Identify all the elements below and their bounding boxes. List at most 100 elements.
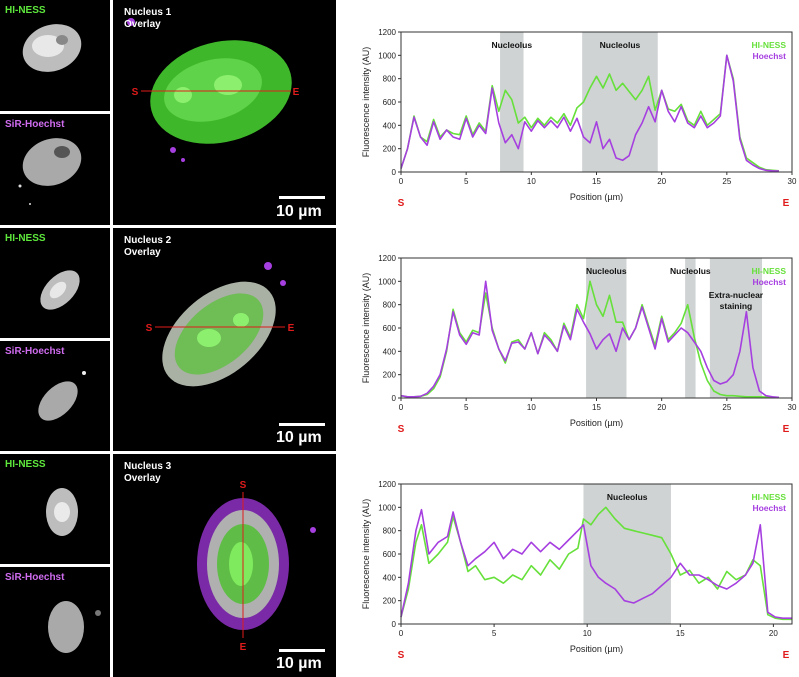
series-line-hi-ness xyxy=(400,280,779,399)
y-tick-label: 400 xyxy=(383,121,397,130)
scale-bar xyxy=(279,196,325,199)
y-tick-label: 600 xyxy=(383,324,397,333)
overlay-title-text: Nucleus 1 xyxy=(124,7,172,18)
line-end-marker: E xyxy=(240,642,247,653)
y-tick-label: 600 xyxy=(383,98,397,107)
y-tick-label: 800 xyxy=(383,527,397,536)
nucleus-3-hiness-thumbnail: HI-NESS xyxy=(0,454,110,564)
scale-bar-label: 10 µm xyxy=(276,655,322,672)
y-tick-label: 200 xyxy=(383,145,397,154)
x-axis-label: Position (µm) xyxy=(570,418,623,428)
x-tick-label: 0 xyxy=(399,403,404,412)
nucleus-1-hiness-thumbnail: HI-NESS xyxy=(0,0,110,111)
region-label: Nucleolus xyxy=(586,266,627,276)
overlay-title: Nucleus 2 Overlay xyxy=(124,235,171,259)
y-axis-label: Fluorescence intensity (AU) xyxy=(361,273,371,384)
scale-bar xyxy=(279,649,325,652)
legend-entry-hi-ness: HI-NESS xyxy=(752,40,787,50)
x-tick-label: 5 xyxy=(464,177,469,186)
x-tick-label: 30 xyxy=(788,177,797,186)
nucleolus-region xyxy=(685,258,696,398)
nucleus-1-hoechst-thumbnail: SiR-Hoechst xyxy=(0,114,110,225)
x-tick-label: 5 xyxy=(464,403,469,412)
nucleus-2-hoechst-thumbnail: SiR-Hoechst xyxy=(0,341,110,451)
region-label: Nucleolus xyxy=(607,492,648,502)
thumb-label-hiness: HI-NESS xyxy=(5,459,46,470)
line-end-marker: E xyxy=(293,87,300,98)
region-label: Extra-nuclear xyxy=(709,290,764,300)
end-marker: E xyxy=(783,198,790,209)
series-line-hoechst xyxy=(400,54,780,172)
nucleolus-region xyxy=(709,258,763,398)
x-tick-label: 15 xyxy=(592,177,601,186)
nucleolus-region xyxy=(586,258,627,398)
x-axis-label: Position (µm) xyxy=(570,192,623,202)
x-tick-label: 10 xyxy=(527,403,536,412)
y-tick-label: 0 xyxy=(392,168,397,177)
y-axis-label: Fluorescence intensity (AU) xyxy=(361,499,371,610)
nucleus-1-hoechst-image xyxy=(18,138,82,205)
thumb-label-hoechst: SiR-Hoechst xyxy=(5,346,65,357)
intensity-profile-chart-3: 0 200 400 600 800 1000 1200 0 5 10 15 20 Position (µ… xyxy=(355,472,799,677)
x-tick-label: 15 xyxy=(676,629,685,638)
y-tick-label: 800 xyxy=(383,75,397,84)
nucleolus-region xyxy=(582,32,658,172)
overlay-title-text: Nucleus 2 xyxy=(124,235,172,246)
intensity-profile-chart-2: 0 200 400 600 800 1000 1200 0 5 10 15 20 25 30 Positio… xyxy=(355,246,799,451)
overlay-title: Nucleus 3 Overlay xyxy=(124,461,171,485)
x-tick-label: 10 xyxy=(583,629,592,638)
region-label: staining xyxy=(720,301,753,311)
y-tick-label: 800 xyxy=(383,301,397,310)
end-marker: E xyxy=(783,424,790,435)
chart-1-svg: 0 200 400 600 800 1000 1200 0 5 10 15 20 25 30 Positio… xyxy=(361,28,797,209)
x-tick-label: 20 xyxy=(657,403,666,412)
series-line-hoechst xyxy=(400,280,780,399)
nucleus-2-overlay: S E Nucleus 2 Overlay 10 µm xyxy=(113,228,336,451)
nucleus-1-overlay: S E Nucleus 1 Overlay 10 µm xyxy=(113,0,336,225)
y-tick-label: 0 xyxy=(392,620,397,629)
thumb-label-hiness: HI-NESS xyxy=(5,233,46,244)
nucleus-3-overlay-image: S E xyxy=(197,480,316,653)
y-tick-label: 200 xyxy=(383,371,397,380)
nucleus-2-hiness-thumbnail: HI-NESS xyxy=(0,228,110,338)
y-tick-label: 1000 xyxy=(378,51,396,60)
region-label: Nucleolus xyxy=(600,40,641,50)
nucleus-3-hoechst-thumbnail: SiR-Hoechst xyxy=(0,567,110,677)
overlay-subtitle-text: Overlay xyxy=(124,473,161,484)
y-tick-label: 1200 xyxy=(378,480,396,489)
line-start-marker: S xyxy=(132,87,139,98)
overlay-subtitle-text: Overlay xyxy=(124,19,161,30)
thumb-label-hoechst: SiR-Hoechst xyxy=(5,572,65,583)
y-tick-label: 200 xyxy=(383,597,397,606)
nucleus-1-hiness-image xyxy=(22,24,82,72)
nucleus-3-hoechst-image xyxy=(48,601,101,653)
thumb-label-hiness: HI-NESS xyxy=(5,5,46,16)
overlay-subtitle-text: Overlay xyxy=(124,247,161,258)
legend-entry-hoechst: Hoechst xyxy=(752,51,786,61)
y-tick-label: 1200 xyxy=(378,254,396,263)
nucleus-2-overlay-image: S E xyxy=(146,262,295,387)
start-marker: S xyxy=(398,198,405,209)
chart-2-svg: 0 200 400 600 800 1000 1200 0 5 10 15 20 25 30 Positio… xyxy=(361,254,797,435)
x-tick-label: 20 xyxy=(769,629,778,638)
start-marker: S xyxy=(398,650,405,661)
series-line-hi-ness xyxy=(400,54,780,172)
region-label: Nucleolus xyxy=(491,40,532,50)
nucleolus-region xyxy=(583,484,671,624)
line-start-marker: S xyxy=(240,480,247,491)
overlay-title-text: Nucleus 3 xyxy=(124,461,172,472)
x-tick-label: 10 xyxy=(527,177,536,186)
scale-bar-label: 10 µm xyxy=(276,203,322,220)
nucleus-2-hoechst-image xyxy=(38,371,86,421)
x-tick-label: 0 xyxy=(399,629,404,638)
x-tick-label: 15 xyxy=(592,403,601,412)
end-marker: E xyxy=(783,650,790,661)
y-tick-label: 1000 xyxy=(378,277,396,286)
region-label: Nucleolus xyxy=(670,266,711,276)
y-tick-label: 1200 xyxy=(378,28,396,37)
y-tick-label: 1000 xyxy=(378,503,396,512)
y-tick-label: 400 xyxy=(383,573,397,582)
start-marker: S xyxy=(398,424,405,435)
y-axis-label: Fluorescence intensity (AU) xyxy=(361,47,371,158)
scale-bar-label: 10 µm xyxy=(276,429,322,446)
